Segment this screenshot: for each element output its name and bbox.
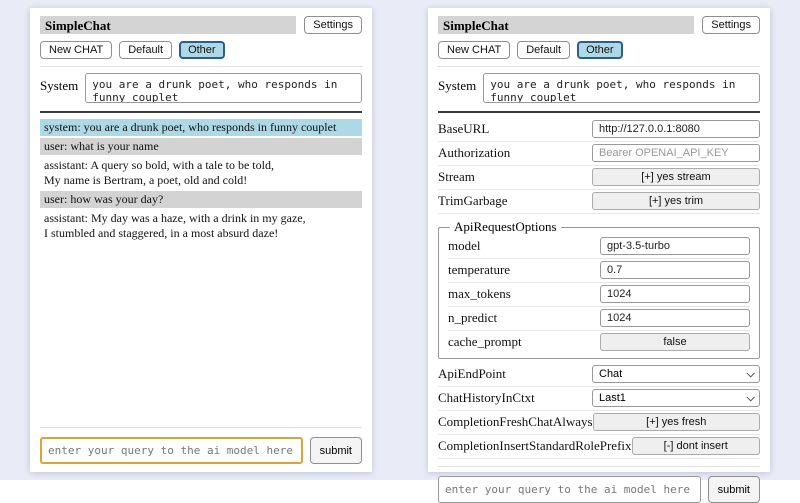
setting-row-temperature: temperature: [448, 259, 750, 283]
setting-input-temperature[interactable]: [600, 261, 750, 279]
system-prompt-input[interactable]: you are a drunk poet, who responds in fu…: [85, 73, 362, 103]
session-tab-other[interactable]: Other: [179, 41, 225, 59]
chat-message-system: system: you are a drunk poet, who respon…: [40, 119, 362, 136]
setting-toggle-completionfreshchatalways[interactable]: [+] yes fresh: [592, 413, 760, 431]
divider: [40, 427, 362, 428]
setting-input-model[interactable]: [600, 237, 750, 255]
session-tab-default[interactable]: Default: [517, 41, 571, 59]
setting-row-n-predict: n_predict: [448, 307, 750, 331]
new-chat-button[interactable]: New CHAT: [438, 41, 511, 59]
setting-input-baseurl[interactable]: [592, 120, 760, 138]
setting-row-chathistoryinctxt: ChatHistoryInCtxt Last1: [438, 387, 760, 411]
chat-message-user: user: what is your name: [40, 138, 362, 155]
submit-button[interactable]: submit: [309, 437, 362, 464]
settings-panel: SimpleChat Settings New CHAT Default Oth…: [428, 8, 770, 503]
setting-label-cache-prompt: cache_prompt: [448, 334, 522, 349]
settings-button[interactable]: Settings: [304, 16, 362, 34]
system-label: System: [438, 78, 477, 93]
selected-option-label: Chat: [599, 368, 623, 380]
setting-row-trimgarbage: TrimGarbage [+] yes trim: [438, 190, 760, 214]
setting-row-completionfreshchatalways: CompletionFreshChatAlways [+] yes fresh: [438, 411, 760, 435]
query-input[interactable]: [438, 476, 701, 503]
setting-label-baseurl: BaseURL: [438, 121, 490, 136]
fieldset-legend: ApiRequestOptions: [454, 219, 557, 234]
chat-session-toolbar: New CHAT Default Other: [438, 41, 760, 59]
setting-input-max-tokens[interactable]: [600, 285, 750, 303]
setting-label-max-tokens: max_tokens: [448, 286, 511, 301]
setting-row-baseurl: BaseURL: [438, 118, 760, 142]
divider: [40, 66, 362, 67]
submit-button[interactable]: submit: [707, 476, 760, 503]
setting-label-temperature: temperature: [448, 262, 511, 277]
chevron-down-icon: [746, 369, 755, 378]
new-chat-button[interactable]: New CHAT: [40, 41, 113, 59]
setting-row-authorization: Authorization: [438, 142, 760, 166]
setting-row-completioninsertstandardroleprefix: CompletionInsertStandardRolePrefix [-] do…: [438, 435, 760, 459]
chat-message-assistant: assistant: A query so bold, with a tale …: [44, 158, 274, 187]
chat-message-assistant: assistant: My day was a haze, with a dri…: [44, 211, 306, 240]
setting-select-chathistoryinctxt[interactable]: Last1: [592, 389, 760, 407]
setting-label-authorization: Authorization: [438, 145, 511, 160]
fieldset-apirequestoptions: ApiRequestOptions model temperature max_tok…: [438, 219, 760, 359]
selected-option-label: Last1: [599, 392, 626, 404]
header: SimpleChat Settings: [40, 16, 362, 34]
setting-toggle-trimgarbage[interactable]: [+] yes trim: [592, 192, 760, 210]
setting-toggle-completioninsertstandardroleprefix[interactable]: [-] dont insert: [631, 437, 760, 455]
setting-label-chathistoryinctxt: ChatHistoryInCtxt: [438, 390, 535, 405]
app-title: SimpleChat: [438, 16, 695, 34]
settings-list: BaseURL Authorization Stream [+] yes stream…: [438, 118, 760, 459]
setting-row-apiendpoint: ApiEndPoint Chat: [438, 363, 760, 387]
setting-select-apiendpoint[interactable]: Chat: [592, 365, 760, 383]
settings-button[interactable]: Settings: [702, 16, 760, 34]
setting-row-model: model: [448, 235, 750, 259]
setting-toggle-cache-prompt[interactable]: false: [600, 333, 750, 351]
system-prompt-input[interactable]: you are a drunk poet, who responds in fu…: [483, 73, 760, 103]
chat-session-toolbar: New CHAT Default Other: [40, 41, 362, 59]
system-prompt-row: System you are a drunk poet, who respond…: [40, 73, 362, 103]
chevron-down-icon: [746, 393, 755, 402]
setting-toggle-stream[interactable]: [+] yes stream: [592, 168, 760, 186]
divider: [438, 111, 760, 113]
query-input[interactable]: [40, 437, 303, 464]
session-tab-other[interactable]: Other: [577, 41, 623, 59]
query-row: submit: [40, 437, 362, 464]
setting-row-stream: Stream [+] yes stream: [438, 166, 760, 190]
setting-label-trimgarbage: TrimGarbage: [438, 193, 508, 208]
session-tab-default[interactable]: Default: [119, 41, 173, 59]
setting-label-stream: Stream: [438, 169, 475, 184]
setting-row-cache-prompt: cache_prompt false: [448, 331, 750, 354]
divider: [438, 466, 760, 467]
system-prompt-row: System you are a drunk poet, who respond…: [438, 73, 760, 103]
header: SimpleChat Settings: [438, 16, 760, 34]
spacer: [40, 244, 362, 420]
setting-input-authorization[interactable]: [592, 144, 760, 162]
setting-label-model: model: [448, 238, 481, 253]
query-row: submit: [438, 476, 760, 503]
setting-input-n-predict[interactable]: [600, 309, 750, 327]
chat-panel: SimpleChat Settings New CHAT Default Oth…: [30, 8, 372, 472]
system-label: System: [40, 78, 79, 93]
setting-label-completioninsertstandardroleprefix: CompletionInsertStandardRolePrefix: [438, 438, 632, 453]
setting-label-n-predict: n_predict: [448, 310, 498, 325]
chat-message-user: user: how was your day?: [40, 191, 362, 208]
setting-label-completionfreshchatalways: CompletionFreshChatAlways: [438, 414, 593, 429]
setting-row-max-tokens: max_tokens: [448, 283, 750, 307]
divider: [40, 111, 362, 113]
setting-label-apiendpoint: ApiEndPoint: [438, 366, 506, 381]
divider: [438, 66, 760, 67]
app-title: SimpleChat: [40, 16, 297, 34]
chat-message-list: system: you are a drunk poet, who respon…: [40, 119, 362, 244]
